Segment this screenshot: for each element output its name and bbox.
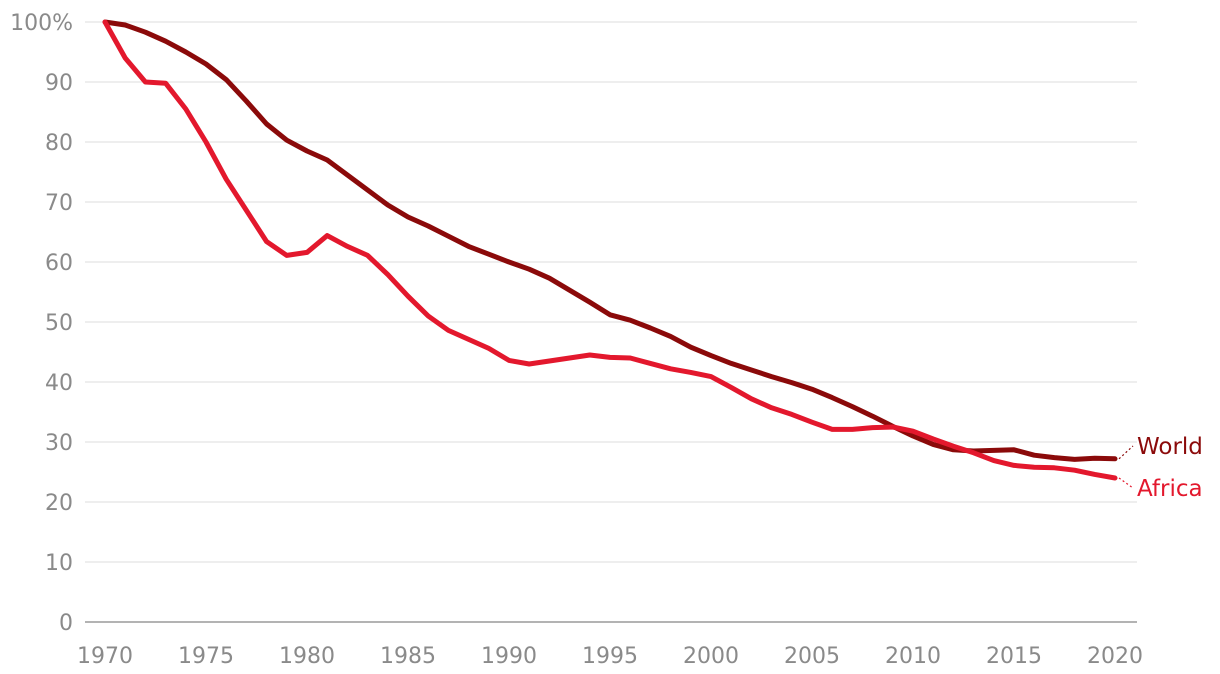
x-tick-label: 1970	[77, 644, 133, 669]
x-tick-label: 2010	[885, 644, 941, 669]
x-tick-label: 2000	[683, 644, 739, 669]
y-tick-label: 100%	[10, 11, 73, 36]
x-axis-tick-labels: 1970 1975 1980 1985 1990 1995 2000 2005 2010 2015…	[77, 644, 1143, 669]
series-label-africa: Africa	[1137, 476, 1203, 502]
y-tick-label: 60	[45, 251, 73, 276]
series-line-africa	[102, 19, 1118, 481]
series-lines	[102, 19, 1118, 481]
x-tick-label: 1985	[380, 644, 436, 669]
y-tick-label: 50	[45, 311, 73, 336]
x-tick-label: 2015	[986, 644, 1042, 669]
y-axis-tick-labels: 0 10 20 30 40 50 60 70 80 90 100%	[10, 11, 73, 636]
leader-world	[1118, 445, 1134, 460]
y-tick-label: 10	[45, 551, 73, 576]
series-labels: World Africa	[1118, 434, 1203, 502]
gridlines	[85, 21, 1137, 563]
series-line-world	[102, 19, 1118, 462]
y-tick-label: 30	[45, 431, 73, 456]
leader-africa	[1118, 477, 1134, 489]
y-tick-label: 80	[45, 131, 73, 156]
y-tick-label: 0	[59, 611, 73, 636]
x-tick-label: 1980	[279, 644, 335, 669]
x-tick-label: 1995	[582, 644, 638, 669]
y-tick-label: 40	[45, 371, 73, 396]
y-tick-label: 70	[45, 191, 73, 216]
x-tick-label: 2005	[784, 644, 840, 669]
x-tick-label: 2020	[1087, 644, 1143, 669]
y-tick-label: 20	[45, 491, 73, 516]
x-tick-label: 1990	[481, 644, 537, 669]
series-label-world: World	[1137, 434, 1203, 460]
x-tick-label: 1975	[178, 644, 234, 669]
y-tick-label: 90	[45, 71, 73, 96]
